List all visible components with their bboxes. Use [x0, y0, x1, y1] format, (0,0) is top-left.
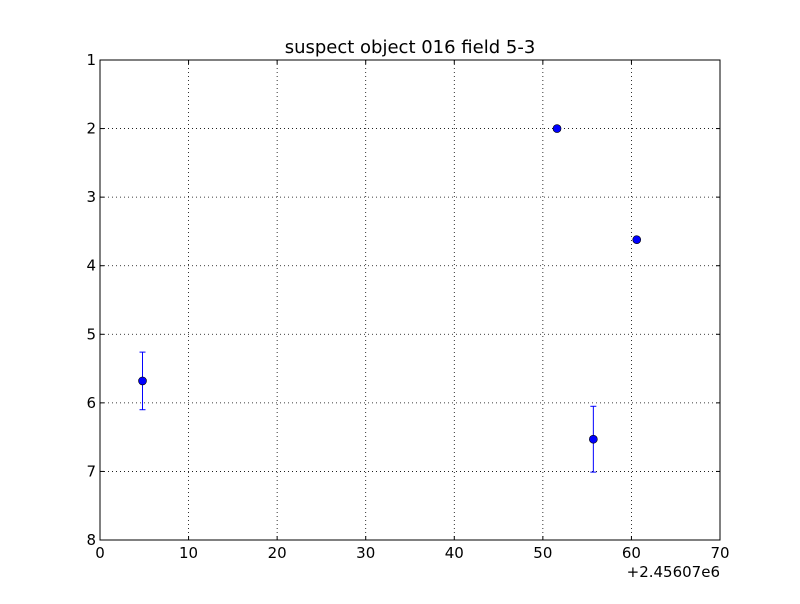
y-tick-label: 8 — [86, 531, 96, 549]
grid-lines — [100, 60, 720, 540]
axis-ticks — [99, 59, 721, 541]
x-tick-labels: 0 10 20 30 40 50 60 70 — [95, 544, 729, 562]
y-tick-label: 6 — [86, 394, 96, 412]
plot-frame — [99, 59, 721, 541]
x-tick-label: 0 — [95, 544, 105, 562]
y-tick-label: 5 — [86, 325, 96, 343]
x-tick-label: 30 — [356, 544, 375, 562]
data-point — [552, 124, 562, 133]
x-tick-label: 50 — [533, 544, 552, 562]
y-tick-label: 3 — [86, 188, 96, 206]
y-tick-label: 4 — [86, 257, 96, 275]
data-points — [138, 124, 642, 473]
y-tick-label: 2 — [86, 120, 96, 138]
x-tick-label: 40 — [445, 544, 464, 562]
y-tick-label: 1 — [86, 51, 96, 69]
chart-title: suspect object 016 field 5-3 — [285, 37, 536, 58]
x-tick-label: 70 — [710, 544, 729, 562]
x-tick-label: 10 — [179, 544, 198, 562]
y-tick-labels: 1 2 3 4 5 6 7 8 — [86, 51, 96, 549]
data-point — [632, 235, 642, 244]
y-tick-label: 7 — [86, 462, 96, 480]
data-point — [138, 376, 147, 386]
x-offset-label: +2.45607e6 — [627, 563, 720, 581]
data-point — [589, 434, 598, 444]
x-tick-label: 20 — [268, 544, 287, 562]
x-tick-label: 60 — [622, 544, 641, 562]
